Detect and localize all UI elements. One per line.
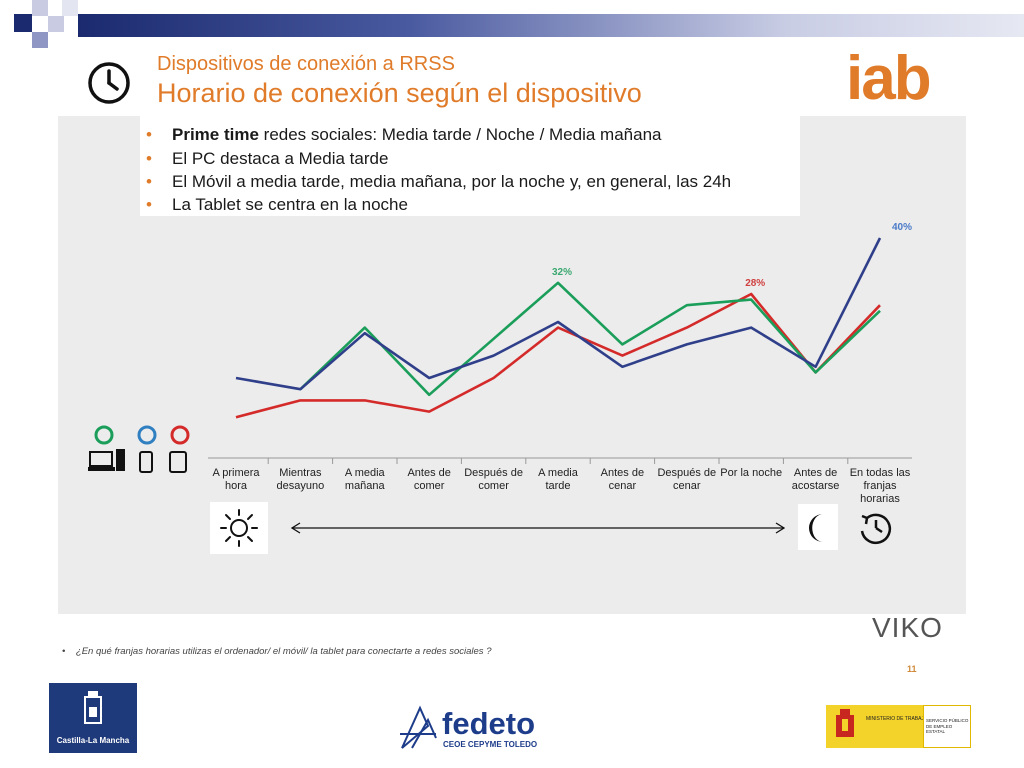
bullet-text: El Móvil a media tarde, media mañana, po… (172, 172, 732, 191)
slide-header (58, 46, 966, 116)
decor-square (32, 0, 48, 16)
bullet-item: • La Tablet se centra en la noche (146, 195, 408, 215)
clock-history-icon (860, 513, 892, 545)
bullet-text: La Tablet se centra en la noche (172, 195, 408, 214)
x-tick-label: Antes de cenar (600, 467, 645, 492)
x-tick-label: A primera hora (212, 467, 260, 492)
timeline (210, 502, 892, 554)
x-tick-label: Después de comer (464, 467, 523, 492)
castilla-label: Castilla-La Mancha (56, 736, 130, 745)
castle-icon (84, 691, 102, 724)
coat-of-arms-icon (836, 709, 854, 737)
computer-icon (88, 449, 125, 471)
x-tick-label: Antes de comer (407, 467, 451, 492)
clock-icon (88, 62, 130, 104)
x-tick-label: Antes de acostarse (791, 467, 840, 492)
iab-logo: iab (846, 44, 932, 113)
x-tick-label: En todas las franjas horarias (849, 467, 911, 505)
bullet-item: • El PC destaca a Media tarde (146, 149, 388, 169)
bullet-dot: • (146, 125, 152, 144)
bullet-text: redes sociales: Media tarde / Noche / Me… (258, 125, 662, 144)
series-line-pc (299, 281, 881, 397)
legend-color-pc (94, 425, 114, 445)
legend-color-tablet (170, 425, 190, 445)
timeline-arrow (290, 522, 786, 534)
decor-square (48, 16, 64, 32)
sepe-label: SERVICIO PÚBLICO DE EMPLEO ESTATAL (926, 718, 969, 734)
peak-label-mobile: 40% (892, 222, 912, 233)
x-tick-label: A media tarde (538, 467, 578, 492)
x-tick-label: Mientras desayuno (276, 467, 325, 492)
bullet-item: • Prime time redes sociales: Media tarde … (146, 125, 661, 145)
page-number: 11 (907, 664, 917, 674)
viko-logo: VIKO (872, 612, 943, 643)
fedeto-emblem-icon (400, 705, 437, 749)
castilla-la-mancha-logo: Castilla-La Mancha (49, 683, 137, 753)
tablet-icon (169, 451, 187, 473)
decor-square (32, 32, 48, 48)
bullet-dot: • (146, 149, 152, 168)
top-decoration (0, 0, 1024, 50)
ministerio-label: MINISTERIO DE TRABAJO E INMIGRACIÓN (866, 716, 968, 722)
x-tick-label: Después de cenar (657, 467, 717, 492)
series-line-mobile (235, 237, 882, 391)
sun-icon (220, 509, 258, 547)
slide-title: Horario de conexión según el dispositivo (157, 78, 642, 108)
peak-label-tablet: 28% (745, 278, 765, 289)
ministerio-logo: MINISTERIO DE TRABAJO E INMIGRACIÓN SERV… (826, 705, 971, 748)
survey-question-text: ¿En qué franjas horarias utilizas el ord… (75, 646, 492, 657)
legend-color-mobile (137, 425, 157, 445)
bullet-item: • El Móvil a media tarde, media mañana, p… (146, 172, 731, 192)
bullet-dot: • (146, 195, 152, 214)
series-line-tablet (235, 292, 881, 419)
x-tick-label: Por la noche (720, 467, 783, 479)
mobile-phone-icon (139, 451, 153, 473)
decor-square (14, 14, 32, 32)
bullet-text: El PC destaca a Media tarde (172, 149, 389, 168)
bullets-panel (140, 116, 800, 216)
decor-square (62, 0, 78, 16)
fedeto-subtitle: CEOE CEPYME TOLEDO (443, 740, 538, 749)
bullet-dot: • (146, 172, 152, 191)
bullet-bold: Prime time (172, 125, 259, 144)
x-tick-label: A media mañana (344, 467, 385, 492)
device-legend (88, 425, 190, 473)
fedeto-logo: fedeto (442, 706, 535, 741)
moon-icon (808, 514, 823, 542)
title-bar (78, 14, 1024, 37)
peak-label-pc: 32% (552, 267, 572, 278)
slide-subtitle: Dispositivos de conexión a RRSS (157, 53, 455, 75)
sepe-box (923, 705, 971, 748)
survey-question: • ¿En qué franjas horarias utilizas el o… (62, 646, 492, 657)
